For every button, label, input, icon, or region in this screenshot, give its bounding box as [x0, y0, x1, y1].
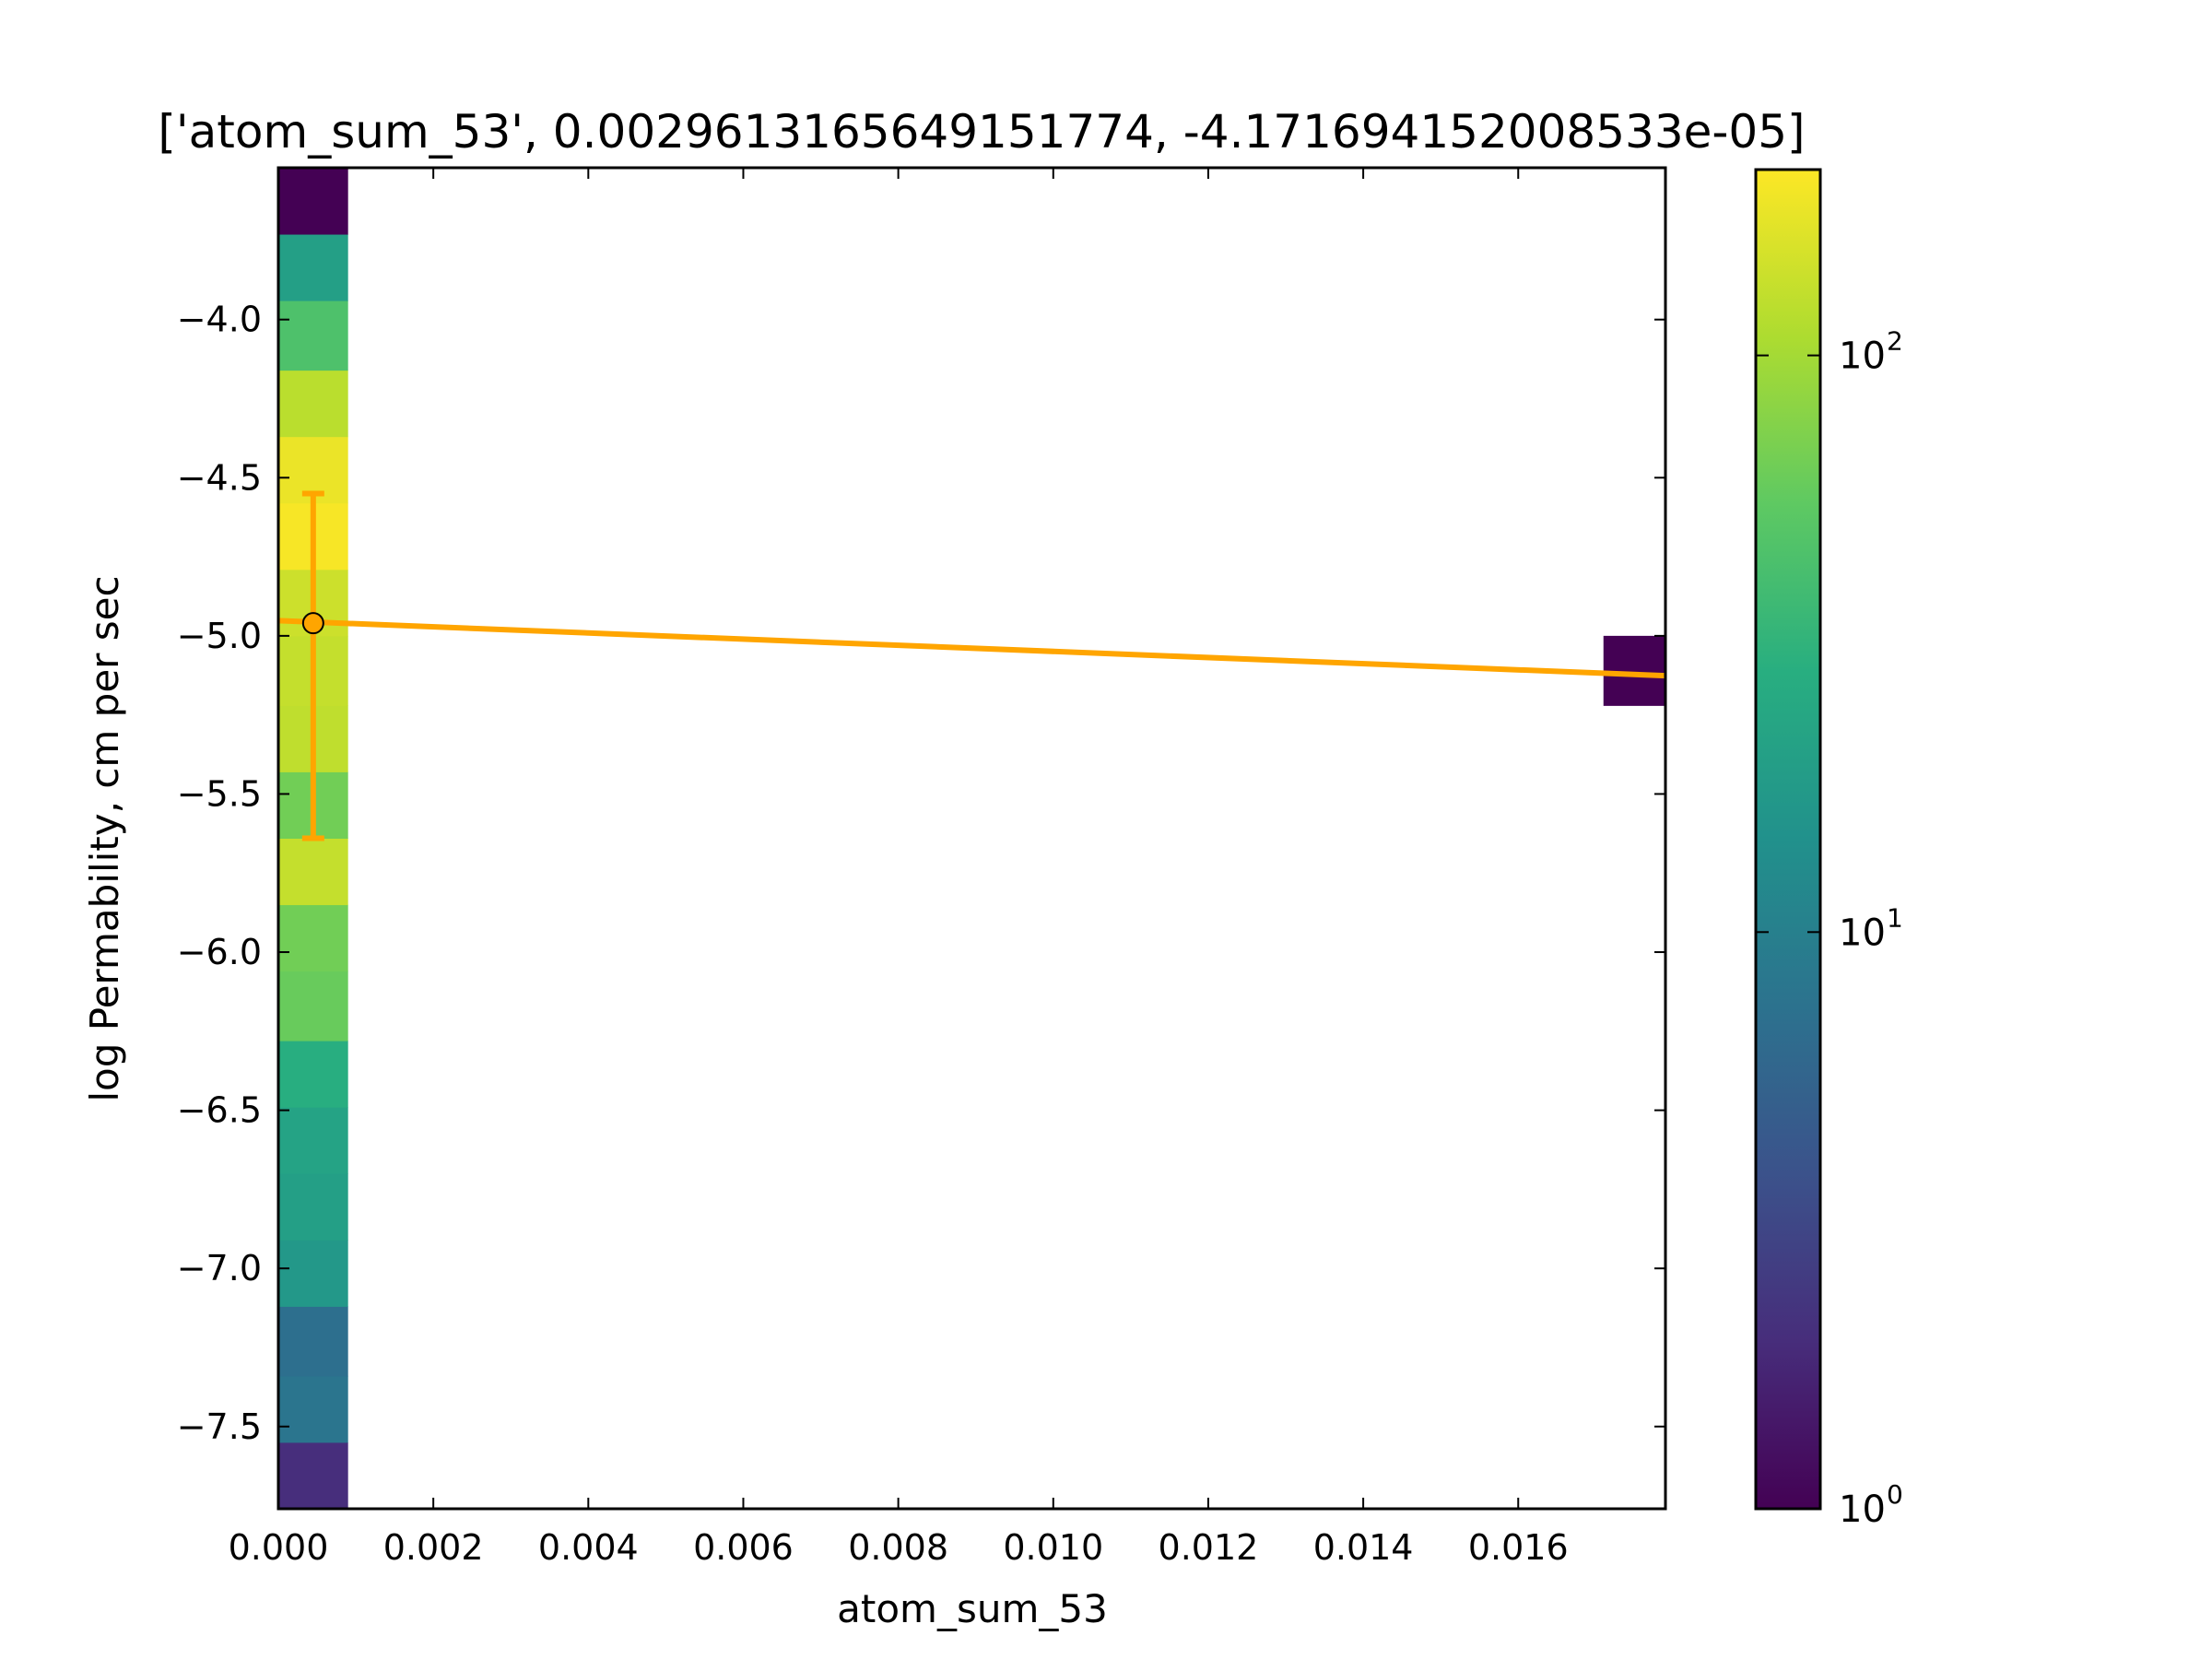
heatmap-cell-0	[278, 1441, 348, 1510]
y-tick-label-0: −4.0	[177, 300, 262, 340]
y-tick-label-7: −7.5	[177, 1406, 262, 1447]
y-tick-label-6: −7.0	[177, 1248, 262, 1288]
heatmap-cell-20	[1603, 635, 1665, 706]
y-tick-label-4: −6.0	[177, 932, 262, 972]
x-tick-label-4: 0.008	[848, 1527, 948, 1568]
colorbar-tick-exp-2: 2	[1887, 326, 1903, 357]
y-tick-label-5: −6.5	[177, 1090, 262, 1131]
heatmap-cell-5	[278, 1107, 348, 1174]
heatmap-cell-19	[278, 168, 348, 235]
heatmap-cell-2	[278, 1306, 348, 1377]
heatmap-cell-18	[278, 234, 348, 301]
plot-frame	[276, 166, 1667, 1511]
y-axis-ticks: −4.0 −4.5 −5.0 −5.5 −6.0 −6.5 −7.0 −7.5	[177, 300, 1665, 1447]
x-tick-label-7: 0.014	[1313, 1527, 1414, 1568]
heatmap-cell-4	[278, 1173, 348, 1241]
fit-line-layer	[277, 618, 1666, 679]
heatmap-cell-8	[278, 904, 348, 972]
x-tick-label-8: 0.016	[1468, 1527, 1569, 1568]
heatmap-cell-6	[278, 1041, 348, 1108]
colorbar-tick-exp-0: 0	[1887, 1479, 1903, 1510]
colorbar-tick-base-1: 10	[1839, 912, 1886, 954]
x-tick-label-3: 0.006	[693, 1527, 794, 1568]
x-tick-label-2: 0.004	[538, 1527, 639, 1568]
chart-title: ['atom_sum_53', 0.0029613165649151774, -…	[158, 105, 1805, 159]
fit-line	[277, 618, 1666, 679]
heatmap-cell-7	[278, 971, 348, 1041]
colorbar-tick-exp-1: 1	[1887, 902, 1903, 933]
errorbar-point	[301, 612, 324, 635]
x-tick-label-0: 0.000	[229, 1527, 329, 1568]
x-axis-ticks: 0.000 0.002 0.004 0.006 0.008 0.010 0.012 0.014…	[229, 168, 1569, 1568]
x-axis-label: atom_sum_53	[837, 1586, 1108, 1631]
colorbar-tick-label-0: 10 0	[1839, 1479, 1903, 1531]
x-tick-label-1: 0.002	[383, 1527, 484, 1568]
y-axis-label: log Permability, cm per sec	[82, 575, 127, 1101]
colorbar	[1754, 168, 1822, 1511]
colorbar-tick-label-2: 10 2	[1839, 326, 1903, 378]
y-tick-label-1: −4.5	[177, 457, 262, 498]
heatmap-cell-3	[278, 1240, 348, 1307]
errorbar-layer	[301, 490, 324, 841]
colorbar-tick-base-2: 10	[1839, 335, 1886, 378]
heatmap-cells	[278, 168, 1665, 1510]
x-tick-label-6: 0.012	[1159, 1527, 1259, 1568]
colorbar-tick-label-1: 10 1	[1839, 902, 1903, 954]
y-tick-label-2: −5.0	[177, 616, 262, 656]
heatmap-cell-17	[278, 300, 348, 371]
y-tick-label-3: −5.5	[177, 773, 262, 814]
heatmap-cell-9	[278, 838, 348, 906]
heatmap-cell-16	[278, 370, 348, 438]
colorbar-tick-base-0: 10	[1839, 1488, 1886, 1531]
heatmap-cell-1	[278, 1375, 348, 1443]
x-tick-label-5: 0.010	[1003, 1527, 1103, 1568]
